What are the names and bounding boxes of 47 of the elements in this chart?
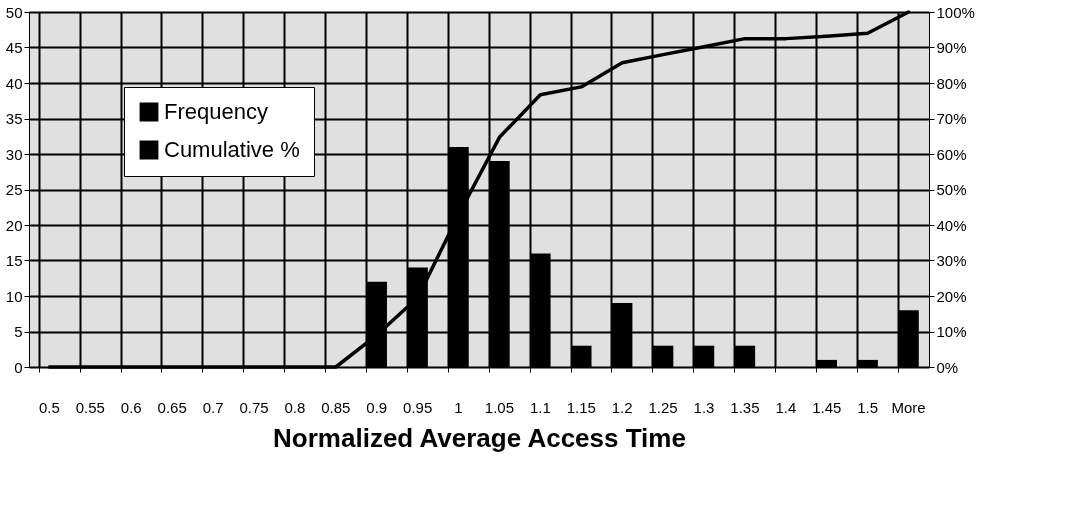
x-tick-label: 1.25 <box>648 398 678 416</box>
y2-tick-label: 20% <box>936 287 967 305</box>
x-tick-label: 0.7 <box>202 398 224 416</box>
x-tick-label: 0.5 <box>39 398 60 416</box>
y2-tick-label: 70% <box>936 110 967 127</box>
y-tick-label: 40 <box>5 74 23 92</box>
x-tick-label: 0.8 <box>284 398 306 416</box>
y-tick-label: 15 <box>5 252 23 269</box>
x-tick-label: 0.85 <box>321 398 351 416</box>
y-tick-label: 0 <box>14 358 23 376</box>
y2-tick-label: 90% <box>936 39 967 56</box>
y2-tick-label: 40% <box>936 216 967 234</box>
x-tick-label: 0.95 <box>403 398 433 416</box>
x-tick-label: 1.5 <box>857 398 879 416</box>
y-tick-label: 25 <box>5 181 23 198</box>
x-tick-label: 1.1 <box>529 398 551 416</box>
x-tick-label: 1.35 <box>730 398 760 416</box>
y-tick-label: 10 <box>5 287 23 305</box>
x-tick-label: 1.2 <box>611 398 633 416</box>
x-tick-label: 0.75 <box>239 398 269 416</box>
x-tick-label: 1.45 <box>812 398 842 416</box>
x-tick-label: 0.6 <box>120 398 142 416</box>
y-tick-label: 50 <box>5 3 23 21</box>
y2-tick-label: 100% <box>936 3 975 21</box>
x-tick-label: 1.15 <box>566 398 596 416</box>
y-tick-label: 5 <box>14 323 23 340</box>
x-tick-label: 0.55 <box>75 398 105 416</box>
y2-tick-label: 0% <box>936 358 959 376</box>
x-tick-label: 1.3 <box>693 398 715 416</box>
y2-tick-label: 60% <box>936 145 967 163</box>
legend-label: Frequency <box>164 99 268 124</box>
x-tick-label: 1.05 <box>484 398 515 416</box>
y2-tick-label: 10% <box>936 323 967 340</box>
x-tick-label: 0.65 <box>157 398 187 416</box>
x-tick-label: 0.9 <box>366 398 388 416</box>
y2-tick-label: 50% <box>936 181 967 198</box>
x-tick-label: 1 <box>454 398 463 416</box>
x-tick-label: More <box>891 398 926 416</box>
x-tick-label: 1.4 <box>775 398 797 416</box>
y-tick-label: 30 <box>5 145 23 163</box>
legend-label: Cumulative % <box>164 137 300 162</box>
y-tick-label: 35 <box>5 110 23 127</box>
y-tick-label: 45 <box>5 39 23 56</box>
y-tick-label: 20 <box>5 216 23 234</box>
y2-tick-label: 80% <box>936 74 967 92</box>
y2-tick-label: 30% <box>936 252 967 269</box>
x-axis-title: Normalized Average Access Time <box>273 422 686 453</box>
